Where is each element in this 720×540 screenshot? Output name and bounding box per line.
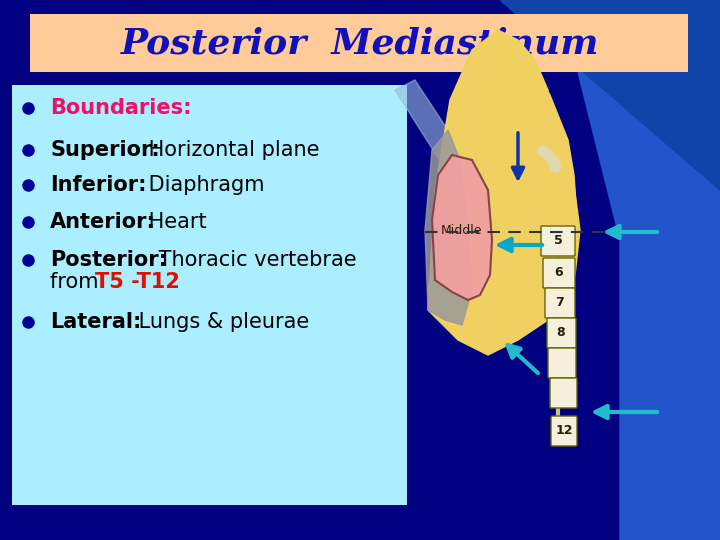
Text: Lateral:: Lateral: xyxy=(50,312,141,332)
Text: Diaphragm: Diaphragm xyxy=(142,175,264,195)
FancyBboxPatch shape xyxy=(548,348,576,378)
FancyBboxPatch shape xyxy=(541,226,575,256)
FancyBboxPatch shape xyxy=(12,85,407,505)
Polygon shape xyxy=(458,40,548,150)
Text: Anterior:: Anterior: xyxy=(50,212,156,232)
Text: Thoracic vertebrae: Thoracic vertebrae xyxy=(152,250,356,270)
Text: Horizontal plane: Horizontal plane xyxy=(142,140,319,160)
Polygon shape xyxy=(395,80,520,240)
Text: Posterior  Mediastinum: Posterior Mediastinum xyxy=(121,26,599,60)
Text: 7: 7 xyxy=(556,296,564,309)
Text: Superior:: Superior: xyxy=(50,140,160,160)
FancyBboxPatch shape xyxy=(30,14,688,72)
Text: Lungs & pleurae: Lungs & pleurae xyxy=(132,312,309,332)
Text: Inferior:: Inferior: xyxy=(50,175,146,195)
Text: from: from xyxy=(50,272,105,292)
Text: 8: 8 xyxy=(557,327,565,340)
Polygon shape xyxy=(428,120,580,340)
Text: Boundaries:: Boundaries: xyxy=(50,98,192,118)
Polygon shape xyxy=(428,30,578,355)
Text: 12: 12 xyxy=(555,424,572,437)
FancyBboxPatch shape xyxy=(547,318,576,348)
FancyBboxPatch shape xyxy=(551,416,577,446)
Polygon shape xyxy=(425,130,472,325)
Text: Middle: Middle xyxy=(441,224,482,237)
Text: 5: 5 xyxy=(554,234,562,247)
FancyBboxPatch shape xyxy=(545,288,575,318)
Text: Posterior:: Posterior: xyxy=(50,250,167,270)
Polygon shape xyxy=(432,155,492,300)
Text: Heart: Heart xyxy=(142,212,207,232)
Text: 6: 6 xyxy=(554,267,563,280)
FancyBboxPatch shape xyxy=(543,258,575,288)
Text: T5 -T12: T5 -T12 xyxy=(95,272,180,292)
Polygon shape xyxy=(560,0,720,540)
Polygon shape xyxy=(500,0,720,190)
FancyBboxPatch shape xyxy=(550,378,577,408)
